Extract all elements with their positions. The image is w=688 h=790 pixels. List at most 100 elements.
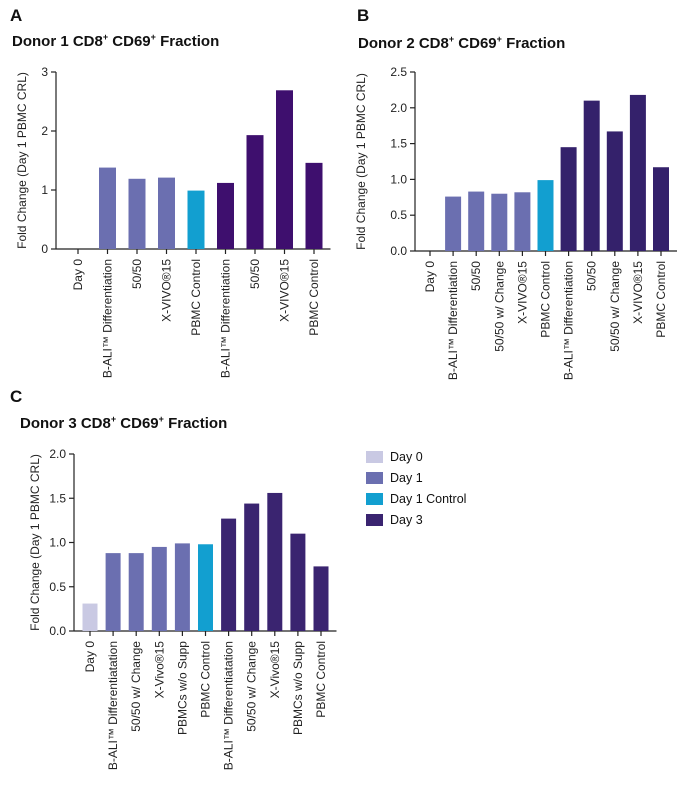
legend-label-day-1: Day 1 [390, 470, 423, 485]
x-tick-label-b: PBMC Control [654, 261, 668, 338]
y-tick-label-c: 0.0 [49, 624, 66, 638]
x-tick-label-b: 50/50 [469, 261, 483, 291]
legend-swatch-day-1 [366, 471, 383, 484]
bar-b [606, 131, 623, 251]
title-a-mid: CD69 [108, 33, 151, 50]
legend-item-day-0: Day 0 [366, 446, 466, 467]
x-tick-label-c: 50/50 w/ Change [129, 641, 143, 732]
bar-c [221, 518, 237, 631]
x-tick-label-b: B-ALI™ Differentiation [446, 261, 460, 380]
bar-a [99, 167, 116, 249]
x-tick-label-a: Day 0 [71, 259, 85, 291]
bar-c [267, 492, 283, 631]
x-tick-label-c: X-Vivo®15 [268, 641, 282, 699]
bar-a [305, 162, 323, 249]
y-tick-label-a: 0 [41, 242, 48, 256]
panel-letter-c: C [10, 387, 23, 406]
bar-c [244, 503, 260, 631]
bar-a [187, 190, 205, 249]
x-tick-label-a: B-ALI™ Differentiation [101, 259, 115, 378]
bar-b [537, 180, 554, 251]
title-c-sup2: + [158, 414, 164, 424]
x-tick-label-a: 50/50 [248, 259, 262, 289]
bar-c [313, 566, 329, 631]
chart-title-a: Donor 1 CD8+ CD69+ Fraction [12, 32, 219, 50]
y-axis-label-a: Fold Change (Day 1 PBMC CRL) [15, 72, 29, 249]
title-b-mid: CD69 [454, 35, 497, 52]
y-tick-label-a: 2 [41, 124, 48, 138]
x-tick-label-c: B-ALI™ Differentiatation [222, 641, 236, 770]
y-tick-label-c: 1.5 [49, 491, 66, 505]
x-tick-label-c: Day 0 [83, 641, 97, 673]
legend-label-day-0: Day 0 [390, 449, 423, 464]
bar-b [653, 167, 669, 251]
bar-c [128, 553, 144, 631]
legend-swatch-day-0 [366, 450, 383, 463]
bar-a [158, 177, 175, 249]
legend: Day 0 Day 1 Day 1 Control Day 3 [366, 446, 466, 530]
legend-item-day-1: Day 1 [366, 467, 466, 488]
title-c-end: Fraction [163, 415, 228, 432]
x-tick-label-a: PBMC Control [307, 259, 321, 336]
bar-b [468, 191, 485, 251]
title-b-end: Fraction [501, 35, 566, 52]
bar-a [128, 178, 146, 249]
x-tick-label-c: PBMCs w/o Supp [291, 641, 305, 735]
title-b-sup1: + [448, 34, 455, 44]
x-tick-label-b: PBMC Control [539, 261, 553, 338]
title-b-sup2: + [496, 34, 502, 44]
x-tick-label-a: X-VIVO®15 [278, 259, 292, 322]
y-tick-label-b: 2.5 [390, 65, 407, 79]
title-a-main: Donor 1 CD8 [12, 33, 103, 50]
legend-label-day-3: Day 3 [390, 512, 423, 527]
bar-c [151, 546, 167, 631]
title-c-mid: CD69 [116, 415, 159, 432]
bar-c [198, 544, 213, 631]
x-tick-label-c: PBMC Control [199, 641, 213, 718]
x-tick-label-c: PBMC Control [314, 641, 328, 718]
bar-a [217, 182, 234, 249]
y-tick-label-c: 0.5 [49, 580, 66, 594]
panel-letter-b: B [357, 6, 370, 25]
y-tick-label-c: 2.0 [49, 447, 66, 461]
bar-c [82, 603, 98, 631]
y-tick-label-a: 3 [41, 65, 48, 79]
x-tick-label-b: B-ALI™ Differentiation [562, 261, 576, 380]
x-tick-label-a: X-VIVO®15 [160, 259, 174, 322]
title-a-sup1: + [102, 32, 109, 42]
legend-swatch-day-1-control [366, 492, 383, 505]
bar-a [276, 90, 293, 249]
x-tick-label-b: 50/50 [585, 261, 599, 291]
legend-item-day-1-control: Day 1 Control [366, 488, 466, 509]
x-tick-label-b: 50/50 w/ Change [492, 261, 506, 352]
x-tick-label-b: Day 0 [423, 261, 437, 293]
y-axis-label-b: Fold Change (Day 1 PBMC CRL) [354, 73, 368, 250]
bar-b [629, 94, 646, 251]
y-tick-label-a: 1 [41, 183, 48, 197]
x-tick-label-a: B-ALI™ Differentiation [219, 259, 233, 378]
y-tick-label-b: 1.5 [390, 137, 407, 151]
x-tick-label-a: 50/50 [130, 259, 144, 289]
title-c-sup1: + [110, 414, 117, 424]
title-b-main: Donor 2 CD8 [358, 35, 449, 52]
legend-label-day-1-control: Day 1 Control [390, 491, 467, 506]
bar-c [290, 533, 306, 631]
bar-b [491, 193, 508, 251]
x-tick-label-b: 50/50 w/ Change [608, 261, 622, 352]
y-tick-label-b: 0.0 [390, 244, 407, 258]
bar-b [560, 147, 577, 251]
y-axis-label-c: Fold Change (Day 1 PBMC CRL) [28, 454, 42, 631]
x-tick-label-c: X-Vivo®15 [152, 641, 166, 699]
y-tick-label-b: 1.0 [390, 172, 407, 186]
bar-b [583, 100, 600, 251]
panel-letter-a: A [10, 6, 23, 25]
legend-swatch-day-3 [366, 513, 383, 526]
y-tick-label-b: 0.5 [390, 208, 407, 222]
chart-title-b: Donor 2 CD8+ CD69+ Fraction [358, 34, 565, 52]
x-tick-label-c: 50/50 w/ Change [245, 641, 259, 732]
bar-c [105, 553, 121, 631]
y-tick-label-b: 2.0 [390, 101, 407, 115]
chart-title-c: Donor 3 CD8+ CD69+ Fraction [20, 414, 227, 432]
title-a-sup2: + [150, 32, 156, 42]
